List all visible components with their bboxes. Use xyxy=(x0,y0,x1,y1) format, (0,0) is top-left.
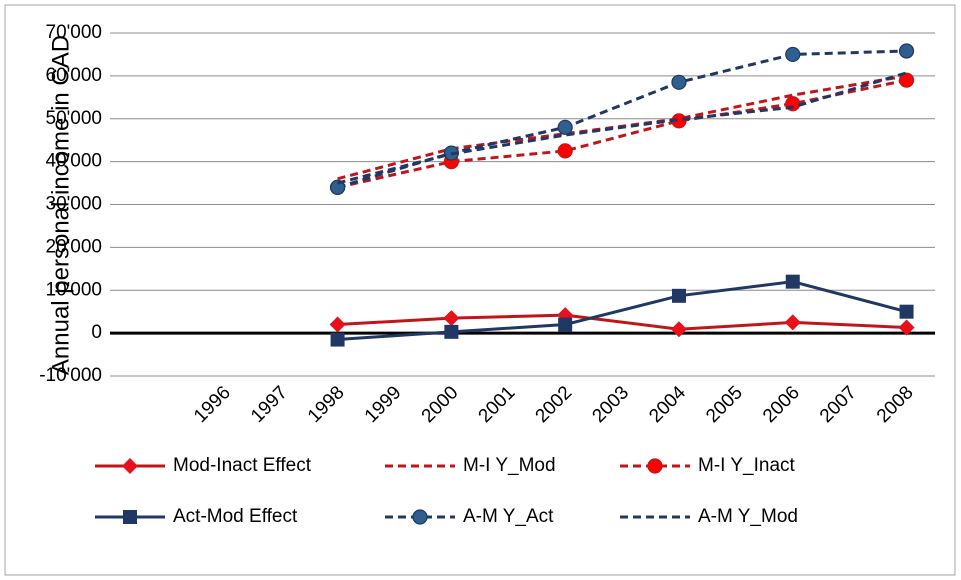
y-tick-label: 50'000 xyxy=(46,108,102,129)
y-tick-label: -10'000 xyxy=(39,365,102,386)
marker xyxy=(329,179,346,195)
marker xyxy=(122,458,138,474)
y-tick-label: 0 xyxy=(91,322,102,343)
legend-label: M-I Y_Inact xyxy=(698,455,796,476)
y-tick-label: 30'000 xyxy=(46,194,102,215)
legend-entry: M-I Y_Inact xyxy=(620,455,796,476)
legend-entry: M-I Y_Mod xyxy=(385,455,556,476)
y-tick-label: 40'000 xyxy=(46,151,102,172)
series-line xyxy=(337,313,907,331)
series-line xyxy=(337,71,907,185)
marker xyxy=(670,321,687,338)
series-line xyxy=(337,280,907,342)
marker xyxy=(898,43,915,59)
y-tick-label: 70'000 xyxy=(46,22,102,43)
y-tick-label: 20'000 xyxy=(46,236,102,257)
marker xyxy=(558,317,573,332)
marker xyxy=(785,46,801,63)
series-line xyxy=(337,49,907,189)
legend-label: Mod-Inact Effect xyxy=(173,455,312,476)
legend-entry: Act-Mod Effect xyxy=(95,506,298,527)
legend-label: Act-Mod Effect xyxy=(173,506,298,527)
marker xyxy=(557,143,573,159)
legend-label: A-M Y_Mod xyxy=(698,506,798,527)
legend-entry: Mod-Inact Effect xyxy=(95,455,312,476)
legend-entry: A-M Y_Mod xyxy=(620,506,798,527)
marker xyxy=(671,288,686,303)
legend-entry: A-M Y_Act xyxy=(385,506,554,527)
marker xyxy=(412,509,428,525)
marker xyxy=(898,72,915,88)
marker xyxy=(647,458,663,474)
marker xyxy=(444,324,459,339)
y-tick-label: 10'000 xyxy=(46,279,102,300)
marker xyxy=(899,304,914,319)
marker xyxy=(898,319,915,336)
legend-label: M-I Y_Mod xyxy=(463,455,556,476)
y-tick-label: 60'000 xyxy=(46,65,102,86)
marker xyxy=(443,310,460,327)
marker xyxy=(330,332,345,347)
marker xyxy=(784,314,801,331)
marker xyxy=(671,74,687,90)
marker xyxy=(557,119,573,135)
series-line xyxy=(337,78,907,189)
marker xyxy=(123,510,137,524)
marker xyxy=(785,274,800,289)
y-axis-label: Annual personal income in CAD xyxy=(47,35,74,375)
legend-label: A-M Y_Act xyxy=(463,506,554,527)
marker xyxy=(329,316,346,333)
